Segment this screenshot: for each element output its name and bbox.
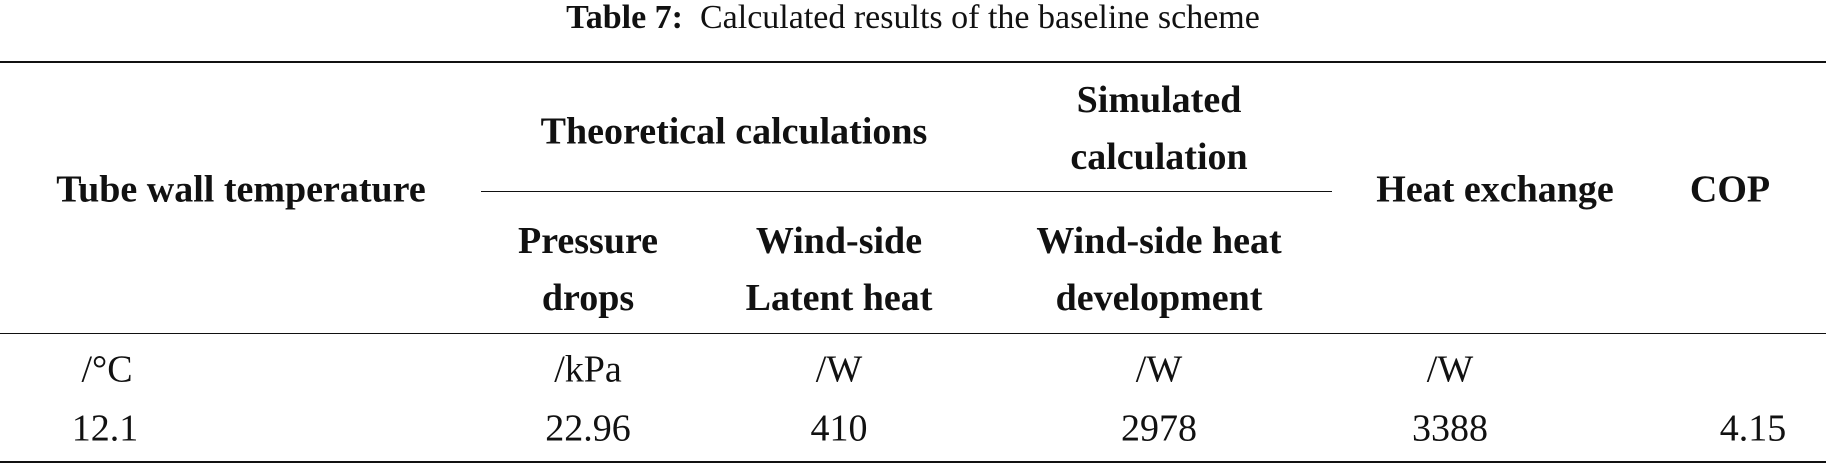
sub-header: Wind-side Latent heat [745, 220, 933, 319]
cell: 22.96 [545, 407, 631, 450]
caption: Table 7: Calculated results of the basel… [0, 0, 1826, 36]
caption-label: Table 7: [566, 0, 683, 36]
unit: /W [1426, 348, 1474, 391]
column-header: Heat exchange [1376, 168, 1614, 211]
sub-header: Wind-side heat development [1036, 220, 1282, 319]
top-rule [0, 61, 1826, 63]
unit: /W [1135, 348, 1183, 391]
cell: 3388 [1412, 407, 1488, 450]
sub-header: Pressure drops [517, 220, 658, 319]
cell: 410 [810, 407, 868, 450]
cell: 4.15 [1719, 407, 1787, 450]
header-rule [0, 333, 1826, 334]
caption-text: Calculated results of the baseline schem… [699, 0, 1260, 36]
cell: 12.1 [71, 407, 139, 450]
unit: /W [815, 348, 863, 391]
group-header: Theoretical calculations [540, 110, 928, 153]
group-header: Simulated calculation [1070, 79, 1248, 178]
group-rule [481, 191, 1332, 192]
column-header: COP [1689, 168, 1771, 211]
unit: /°C [81, 348, 133, 391]
cell: 2978 [1121, 407, 1197, 450]
bottom-rule [0, 461, 1826, 463]
unit: /kPa [554, 348, 622, 391]
column-header: Tube wall temperature [56, 168, 426, 211]
